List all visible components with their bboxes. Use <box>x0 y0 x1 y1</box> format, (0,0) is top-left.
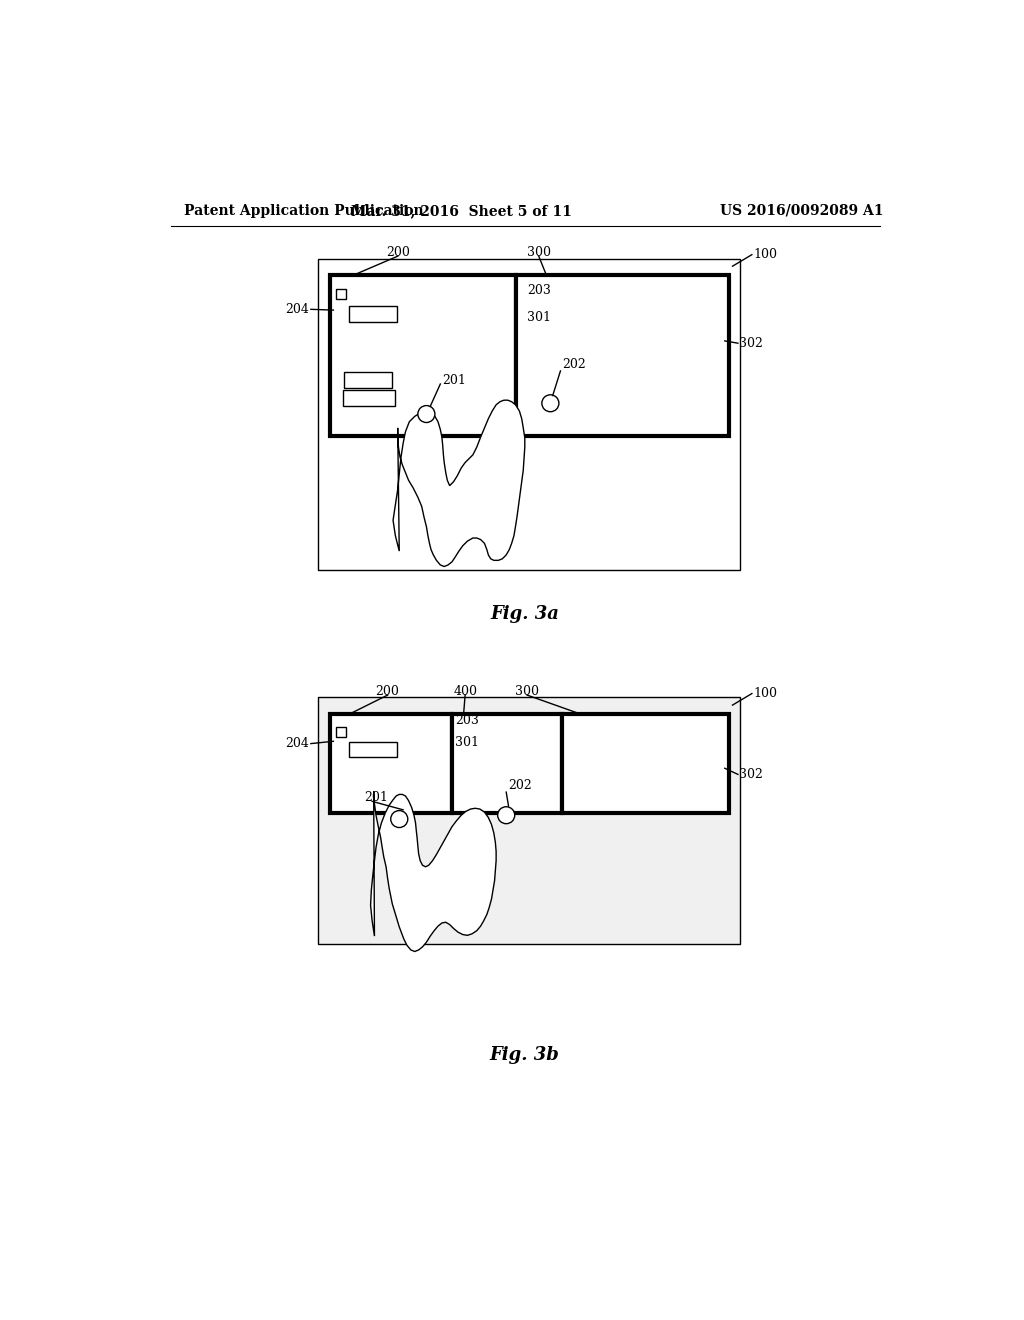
Text: 400: 400 <box>454 685 477 698</box>
Text: 301: 301 <box>455 735 479 748</box>
Circle shape <box>498 807 515 824</box>
Text: 202: 202 <box>508 779 531 792</box>
Bar <box>344 372 392 388</box>
Bar <box>349 742 397 758</box>
Text: 202: 202 <box>562 358 586 371</box>
Text: Patent Application Publication: Patent Application Publication <box>183 203 424 218</box>
Text: 302: 302 <box>739 768 763 781</box>
Text: US 2016/0092089 A1: US 2016/0092089 A1 <box>721 203 884 218</box>
Bar <box>343 391 395 405</box>
Bar <box>336 289 346 300</box>
Text: 200: 200 <box>386 246 410 259</box>
Bar <box>317 259 740 570</box>
Bar <box>336 726 346 737</box>
Text: 203: 203 <box>455 714 479 727</box>
Bar <box>562 714 729 813</box>
Text: 201: 201 <box>442 374 466 387</box>
Text: Fig. 3a: Fig. 3a <box>490 606 559 623</box>
Text: 203: 203 <box>527 284 551 297</box>
Text: 301: 301 <box>527 312 551 325</box>
Text: 300: 300 <box>515 685 539 698</box>
Text: Mar. 31, 2016  Sheet 5 of 11: Mar. 31, 2016 Sheet 5 of 11 <box>351 203 571 218</box>
Bar <box>317 697 740 944</box>
Text: inbox: inbox <box>357 744 388 755</box>
Polygon shape <box>393 400 524 566</box>
Text: 100: 100 <box>754 248 777 261</box>
Text: draftbox: draftbox <box>347 393 391 403</box>
Circle shape <box>391 810 408 828</box>
Polygon shape <box>371 792 496 952</box>
Bar <box>515 276 729 436</box>
Text: 302: 302 <box>739 337 763 350</box>
Bar <box>349 306 397 322</box>
Text: 100: 100 <box>754 686 777 700</box>
Text: inbox: inbox <box>357 309 388 319</box>
Circle shape <box>418 405 435 422</box>
Text: 200: 200 <box>376 685 399 698</box>
Text: outbox: outbox <box>349 375 387 385</box>
Text: 201: 201 <box>365 791 388 804</box>
Text: Fig. 3b: Fig. 3b <box>489 1047 560 1064</box>
Bar <box>330 276 515 436</box>
Text: 204: 204 <box>285 302 308 315</box>
Text: 300: 300 <box>526 246 551 259</box>
Circle shape <box>542 395 559 412</box>
Bar <box>330 714 452 813</box>
Bar <box>452 714 562 813</box>
Text: 204: 204 <box>285 737 308 750</box>
